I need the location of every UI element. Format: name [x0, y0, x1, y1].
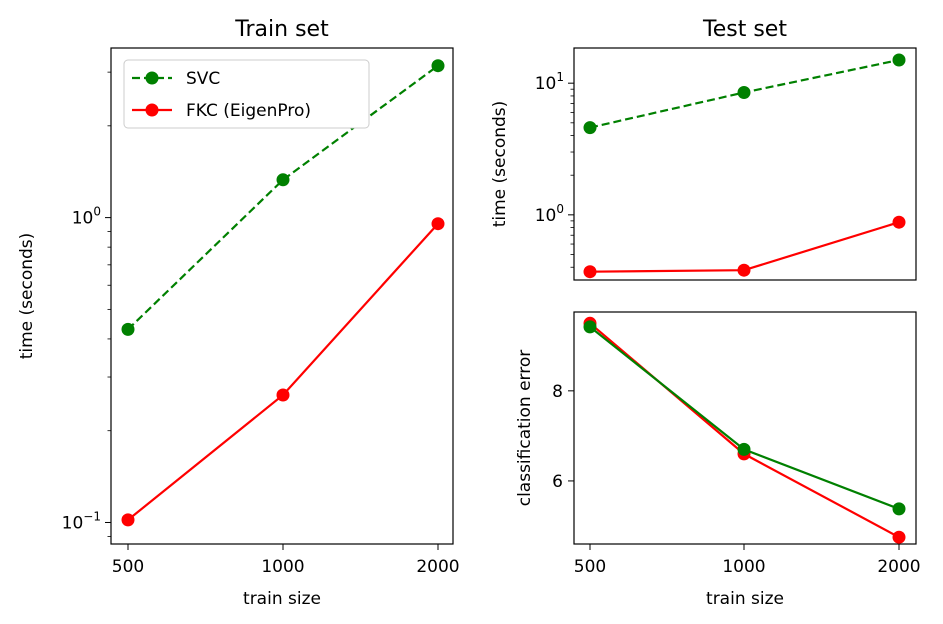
data-point: [121, 322, 135, 336]
series-line-2: [589, 326, 900, 510]
legend-label: SVC: [186, 69, 220, 89]
y-axis-label: time (seconds): [490, 101, 510, 228]
legend-label: FKC (EigenPro): [186, 101, 311, 121]
legend-marker: [145, 103, 159, 117]
x-tick-label: 2000: [416, 557, 459, 577]
series-line-1: [127, 64, 439, 331]
data-point: [431, 59, 445, 73]
y-tick-label: 10−1: [62, 509, 101, 533]
series-line-1: [589, 322, 900, 539]
chart-panel-2: Test set 100 101 time (seconds): [490, 17, 917, 281]
data-point: [276, 173, 290, 187]
y-tick-label: 6: [552, 472, 563, 492]
data-point: [892, 530, 906, 544]
data-point: [583, 265, 597, 279]
x-tick-label: 1000: [722, 557, 765, 577]
data-point: [737, 86, 751, 99]
y-tick-label: 8: [552, 382, 563, 402]
data-point: [737, 442, 751, 456]
legend-marker: [145, 71, 159, 85]
chart-title: Test set: [702, 17, 787, 42]
x-tick-label: 1000: [261, 557, 304, 577]
plot-frame: [573, 311, 917, 545]
chart-title: Train set: [234, 17, 329, 42]
data-point: [583, 320, 597, 334]
plot-frame: [573, 47, 917, 281]
legend-box: [123, 59, 370, 129]
y-axis-label: classification error: [515, 350, 535, 507]
series-line-2: [127, 222, 439, 521]
x-tick-label: 500: [574, 557, 606, 577]
legend: SVC FKC (EigenPro): [123, 59, 370, 129]
y-tick-label: 100: [72, 205, 101, 229]
data-point: [737, 263, 751, 277]
data-point: [892, 502, 906, 516]
data-point: [583, 121, 597, 135]
data-point: [276, 388, 290, 402]
x-tick-label: 2000: [877, 557, 920, 577]
x-axis-label: train size: [706, 589, 784, 609]
y-tick-label: 101: [535, 70, 564, 94]
data-point: [892, 53, 906, 67]
chart-panel-3: 500 1000 2000 train size 6 8 classification er…: [515, 311, 921, 609]
x-tick-label: 500: [112, 557, 144, 577]
data-point: [431, 217, 445, 231]
chart-panel-1: Train set 500 1000 2000 train size 10−1 100 tim…: [17, 17, 460, 609]
y-tick-label: 100: [535, 202, 564, 226]
plot-frame: [110, 47, 454, 545]
data-point: [121, 513, 135, 527]
x-axis-label: train size: [243, 589, 321, 609]
data-point: [892, 215, 906, 229]
y-axis-label: time (seconds): [17, 233, 37, 360]
